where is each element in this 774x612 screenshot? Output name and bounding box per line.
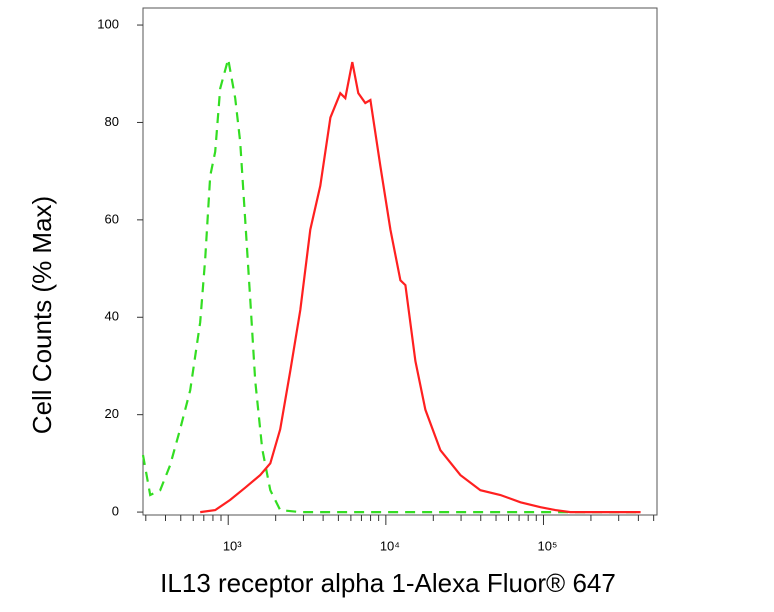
x-axis-title: IL13 receptor alpha 1-Alexa Fluor® 647 xyxy=(160,568,616,598)
plot-frame xyxy=(142,7,658,516)
x-tick-label: 10⁵ xyxy=(538,538,558,553)
histogram-line xyxy=(141,58,641,514)
y-axis-title: Cell Counts (% Max) xyxy=(27,196,57,434)
y-tick-label: 40 xyxy=(105,309,119,324)
y-tick-label: 20 xyxy=(105,406,119,421)
histogram-line xyxy=(200,61,641,514)
y-tick-label: 100 xyxy=(97,16,119,31)
y-tick-label: 0 xyxy=(112,504,119,519)
x-tick-label: 10⁴ xyxy=(380,538,400,553)
x-tick-label: 10³ xyxy=(223,538,242,553)
y-tick-label: 60 xyxy=(105,211,119,226)
y-tick-label: 80 xyxy=(105,114,119,129)
